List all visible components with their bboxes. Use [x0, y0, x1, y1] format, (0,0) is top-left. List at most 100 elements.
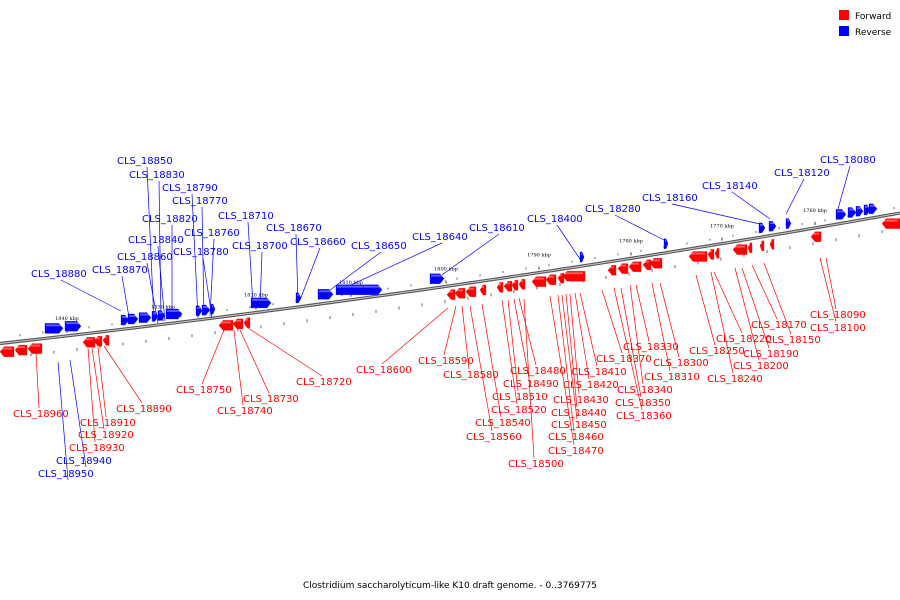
- leader-line: [481, 303, 502, 418]
- leader-line: [469, 305, 493, 432]
- leader-line: [731, 191, 771, 220]
- leader-line: [157, 245, 166, 322]
- leader-line: [239, 329, 270, 394]
- gene-label: CLS_18590: [418, 356, 474, 367]
- gene-label: CLS_18650: [351, 241, 407, 252]
- gene-arrow-shine: [812, 232, 819, 235]
- gene-label: CLS_18870: [92, 265, 148, 276]
- gene-arrow-shine: [104, 336, 107, 339]
- gene-arrow-shine: [749, 243, 750, 246]
- leader-line: [443, 305, 457, 356]
- gene-arrow-shine: [771, 240, 772, 243]
- leader-line: [191, 193, 199, 319]
- gene-label: CLS_18910: [80, 418, 136, 429]
- leader-line: [158, 180, 162, 321]
- gene-label: CLS_18840: [128, 235, 184, 246]
- tick-label: 1790 kbp: [527, 253, 551, 259]
- leader-line: [825, 257, 837, 310]
- gene-arrow: [151, 311, 159, 322]
- gene-arrow-shine: [245, 318, 248, 321]
- gene-arrow-shine: [498, 283, 501, 286]
- gene-label: CLS_18920: [78, 430, 134, 441]
- gene-arrow: [446, 289, 456, 300]
- leader-line: [69, 359, 87, 468]
- leader-line: [734, 267, 760, 361]
- leader-line: [635, 284, 650, 342]
- gene-arrow: [557, 273, 565, 284]
- gene-arrow: [688, 251, 708, 262]
- gene-arrow: [165, 308, 183, 320]
- leader-line: [565, 293, 578, 408]
- gene-label: CLS_18930: [69, 443, 125, 454]
- gene-arrow: [127, 313, 139, 325]
- gene-arrow-shine: [448, 290, 453, 293]
- gene-label: CLS_18440: [551, 408, 607, 419]
- leader-line: [233, 329, 244, 406]
- leader-line: [574, 292, 590, 380]
- leader-line: [60, 279, 122, 312]
- gene-label: CLS_18340: [617, 385, 673, 396]
- gene-arrow-shine: [66, 322, 79, 325]
- gene-arrow: [607, 265, 617, 276]
- gene-arrow: [759, 240, 765, 252]
- gene-arrow: [479, 284, 487, 296]
- gene-arrow: [562, 271, 586, 282]
- gene-arrow-shine: [431, 274, 442, 277]
- gene-arrow-shine: [95, 337, 100, 340]
- gene-label: CLS_18250: [689, 346, 745, 357]
- gene-label: CLS_18190: [743, 349, 799, 360]
- leader-line: [763, 262, 792, 335]
- gene-arrow: [881, 218, 900, 229]
- leader-line: [339, 242, 443, 291]
- gene-arrow: [27, 343, 43, 354]
- gene-label: CLS_18890: [116, 404, 172, 415]
- gene-arrow: [454, 288, 466, 299]
- legend-reverse-swatch: [839, 26, 849, 36]
- gene-arrow: [863, 204, 871, 216]
- leader-line: [295, 233, 299, 304]
- gene-arrow: [868, 203, 878, 214]
- gene-arrow-shine: [787, 219, 789, 222]
- gene-arrows: [0, 203, 900, 357]
- gene-arrow-shine: [690, 252, 705, 255]
- gene-arrow-shine: [665, 239, 666, 242]
- tick-label: 1760 kbp: [803, 208, 827, 214]
- gene-label: CLS_18080: [820, 155, 876, 166]
- leader-line: [695, 274, 716, 346]
- gene-label: CLS_18450: [551, 420, 607, 431]
- gene-arrow-shine: [84, 338, 93, 341]
- leader-line: [247, 327, 323, 377]
- gene-label: CLS_18350: [615, 398, 671, 409]
- gene-arrow: [210, 303, 216, 315]
- leader-line: [201, 329, 225, 385]
- gene-label: CLS_18360: [616, 411, 672, 422]
- gene-arrow: [465, 286, 477, 297]
- gene-arrow-shine: [619, 264, 626, 267]
- gene-arrow-shine: [760, 223, 763, 226]
- gene-arrow: [195, 305, 203, 316]
- gene-arrow: [243, 317, 251, 328]
- gene-label: CLS_18200: [733, 361, 789, 372]
- leader-line: [209, 238, 215, 317]
- gene-label: CLS_18770: [172, 196, 228, 207]
- gene-arrow-shine: [252, 298, 269, 301]
- leader-line: [87, 347, 96, 443]
- gene-label: CLS_18720: [296, 377, 352, 388]
- leader-line: [556, 224, 583, 263]
- leader-line: [501, 299, 518, 405]
- gene-label: CLS_18520: [491, 405, 547, 416]
- gene-label: CLS_18820: [142, 214, 198, 225]
- gene-arrow-shine: [297, 293, 299, 296]
- leader-line: [713, 271, 743, 334]
- leader-line: [247, 221, 254, 307]
- gene-arrow: [649, 258, 663, 269]
- gene-arrow-shine: [547, 275, 554, 278]
- gene-arrow: [642, 259, 652, 270]
- gene-arrow-shine: [467, 287, 474, 290]
- gene-label: CLS_18460: [548, 432, 604, 443]
- leader-line: [518, 297, 537, 366]
- gene-arrow: [102, 335, 110, 346]
- gene-arrow-shine: [153, 312, 156, 315]
- gene-arrow-shine: [197, 306, 200, 309]
